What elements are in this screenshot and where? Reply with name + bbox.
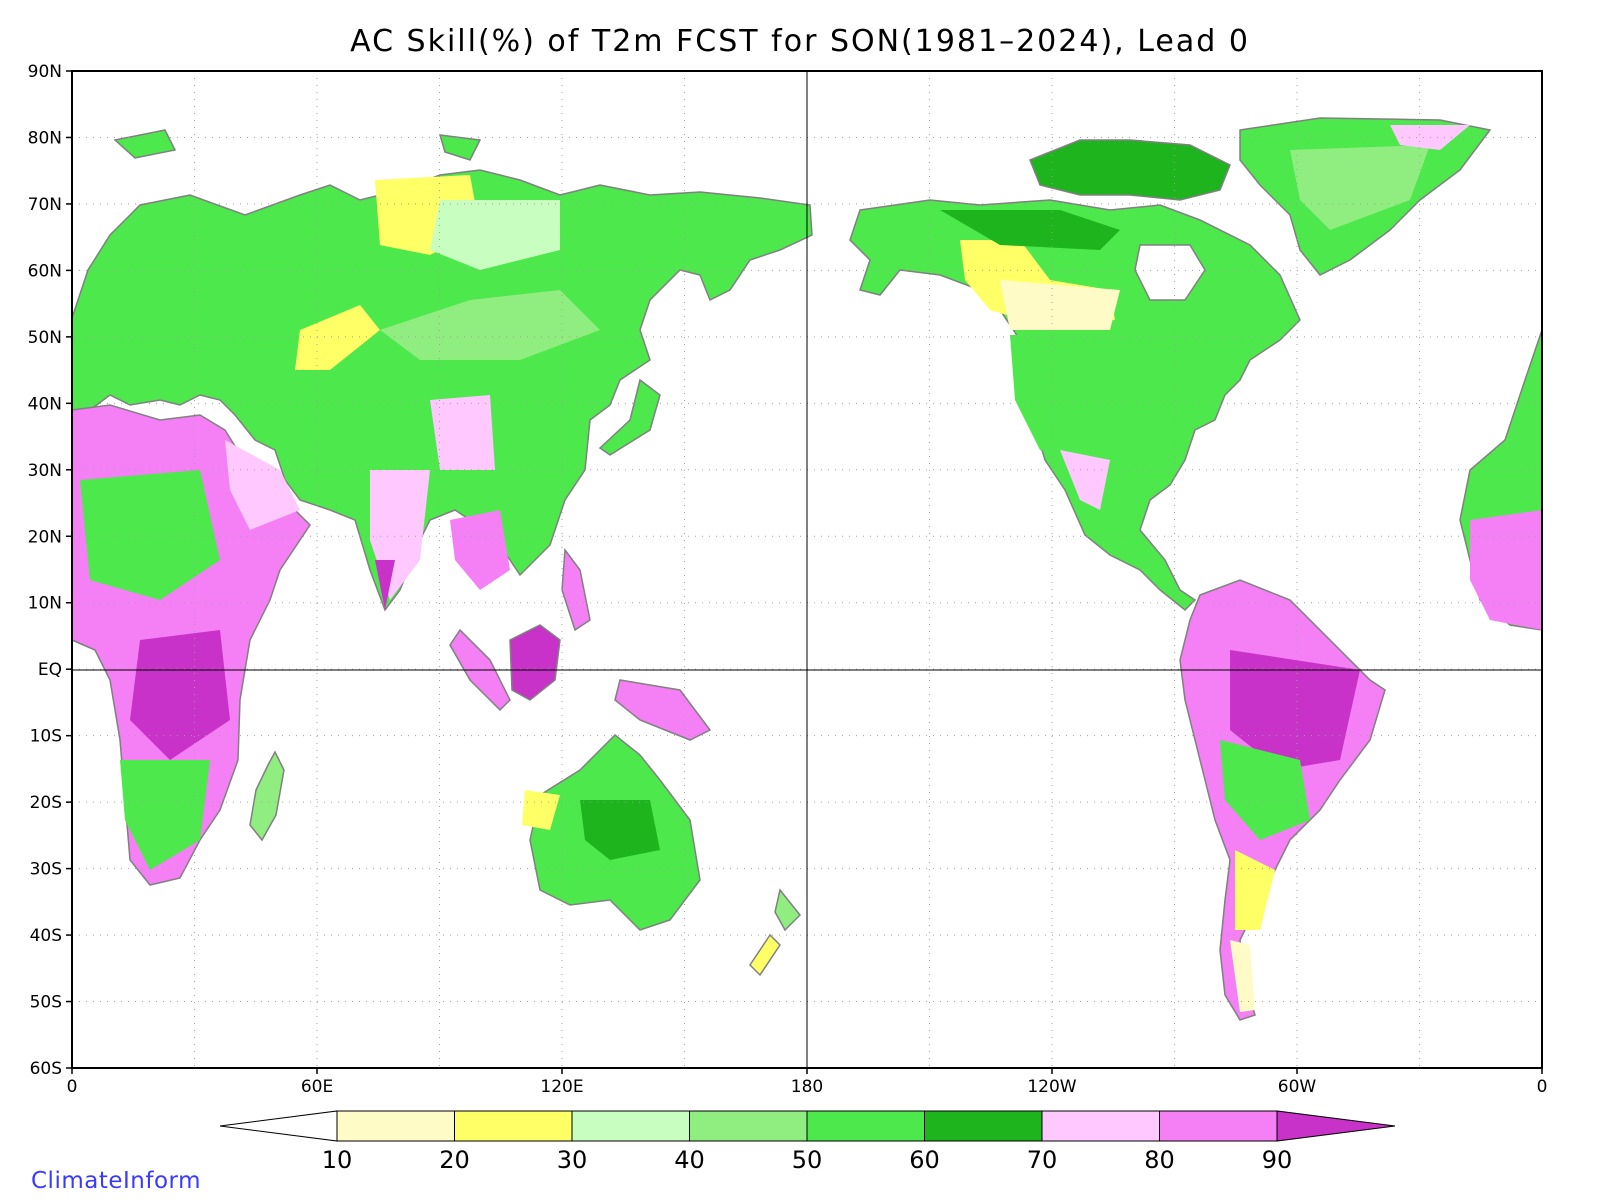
- lat-tick-label: 70N: [28, 195, 62, 215]
- patch-siberia-light: [430, 200, 560, 270]
- colorbar-label: 80: [1144, 1146, 1175, 1174]
- lat-tick-label: 50N: [28, 328, 62, 348]
- patch-mexico-pink: [1060, 450, 1110, 510]
- colorbar-swatch: [336, 1110, 455, 1142]
- lat-tick-label: 10S: [30, 727, 62, 747]
- map-title: AC Skill(%) of T2m FCST for SON(1981–202…: [350, 24, 1250, 59]
- land-madagascar: [249, 750, 285, 842]
- lon-tick-label: 60E: [301, 1077, 333, 1097]
- colorbar-label: 40: [674, 1146, 705, 1174]
- lon-tick-label: 120E: [540, 1077, 583, 1097]
- colorbar-swatch: [1041, 1110, 1160, 1142]
- lon-tick-label: 180: [791, 1077, 823, 1097]
- lon-tick-label: 0: [67, 1077, 78, 1097]
- patch-indochina-pink: [450, 510, 510, 590]
- land-eurasia: [72, 169, 813, 612]
- hudson-bay: [1134, 244, 1206, 301]
- colorbar-swatch: [924, 1110, 1043, 1142]
- lat-tick-label: 20S: [30, 793, 62, 813]
- patch-central-africa: [130, 630, 230, 760]
- colorbar-over-arrow: [1276, 1110, 1396, 1142]
- patch-australia-yellow: [522, 790, 560, 830]
- patch-arabia-pink: [225, 440, 300, 530]
- skill-patches: [80, 125, 1542, 1012]
- colorbar-swatch: [571, 1110, 690, 1142]
- colorbar-swatch: [689, 1110, 808, 1142]
- colorbar-swatch: [454, 1110, 573, 1142]
- colorbar-label: 50: [792, 1146, 823, 1174]
- patch-greenland-light: [1290, 145, 1430, 230]
- lat-tick-label: EQ: [38, 660, 62, 680]
- patch-usa: [1010, 335, 1210, 460]
- lon-tick-label: 120W: [1027, 1077, 1076, 1097]
- lat-tick-label: 30S: [30, 860, 62, 880]
- lat-tick-label: 90N: [28, 62, 62, 82]
- land-philippines: [561, 547, 591, 632]
- land-japan: [598, 378, 661, 456]
- colorbar-label: 70: [1027, 1146, 1058, 1174]
- lat-tick-label: 10N: [28, 594, 62, 614]
- patch-amazon-dark: [1230, 650, 1360, 770]
- patch-kazakh-yellow: [295, 305, 380, 370]
- patch-canada-dark: [940, 210, 1120, 250]
- colorbar: 10 20 30 40 50 60 70 80 90: [219, 1110, 1396, 1174]
- colorbar-swatch: [1159, 1110, 1278, 1142]
- land-novaya-zemlya: [438, 134, 482, 161]
- colorbar-label: 10: [322, 1146, 353, 1174]
- patch-india-tip: [375, 560, 395, 610]
- land-new-zealand-south: [749, 933, 781, 977]
- lat-tick-label: 50S: [30, 993, 62, 1013]
- lat-tick-label: 60S: [30, 1059, 62, 1079]
- colorbar-label: 90: [1262, 1146, 1293, 1174]
- land-new-zealand: [774, 888, 802, 932]
- patch-tibet-pink: [430, 395, 495, 470]
- lat-tick-label: 60N: [28, 261, 62, 281]
- colorbar-swatch: [806, 1110, 925, 1142]
- land-svalbard: [113, 129, 177, 159]
- lat-tick-label: 40N: [28, 394, 62, 414]
- patch-brazil-green: [1220, 740, 1310, 840]
- patch-sahara-green: [80, 470, 220, 600]
- latitude-axis: 90N 80N 70N 60N 50N 40N 30N 20N 10N EQ 10S 20S 30S 40…: [28, 62, 72, 1079]
- credit-label: ClimateInform: [31, 1168, 201, 1194]
- land-canadian-arctic: [1029, 139, 1231, 201]
- patch-west-africa-pink: [1470, 510, 1542, 630]
- patch-canada-light: [1000, 280, 1120, 330]
- colorbar-label: 30: [557, 1146, 588, 1174]
- patch-australia-dark: [580, 800, 660, 860]
- colorbar-under-arrow: [219, 1110, 338, 1142]
- colorbar-label: 60: [909, 1146, 940, 1174]
- lon-tick-label: 0: [1537, 1077, 1548, 1097]
- lat-tick-label: 30N: [28, 461, 62, 481]
- lat-tick-label: 40S: [30, 926, 62, 946]
- patch-patagonia-light: [1230, 940, 1255, 1012]
- longitude-axis: 0 60E 120E 180 120W 60W 0: [67, 1068, 1548, 1097]
- land-borneo: [509, 624, 561, 701]
- patch-china-light: [380, 290, 600, 360]
- lat-tick-label: 20N: [28, 527, 62, 547]
- lat-tick-label: 80N: [28, 128, 62, 148]
- land-new-guinea: [614, 679, 712, 741]
- lon-tick-label: 60W: [1278, 1077, 1317, 1097]
- patch-argentina-yellow: [1235, 850, 1275, 930]
- colorbar-label: 20: [439, 1146, 470, 1174]
- patch-southern-africa: [120, 760, 210, 870]
